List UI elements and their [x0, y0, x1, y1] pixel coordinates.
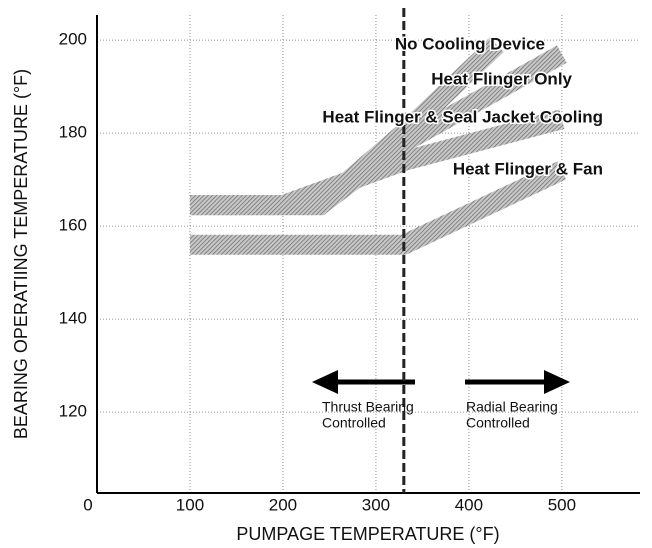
- band: [189, 109, 565, 216]
- y-tick-label: 200: [59, 30, 87, 49]
- y-tick-label: 140: [59, 309, 87, 328]
- y-tick-label: 160: [59, 216, 87, 235]
- left-arrow: [312, 370, 415, 394]
- x-tick-label: 0: [83, 495, 92, 514]
- annotation: Controlled: [322, 415, 386, 431]
- right-arrow: [465, 370, 570, 394]
- x-tick-label: 500: [548, 495, 576, 514]
- band-label: No Cooling Device: [395, 34, 545, 53]
- y-tick-label: 120: [59, 402, 87, 421]
- band-label: Heat Flinger & Fan: [453, 159, 603, 178]
- y-axis-title: BEARING OPERATIING TEMPERATURE (°F): [11, 69, 31, 439]
- x-tick-label: 200: [269, 495, 297, 514]
- annotation: Controlled: [466, 415, 530, 431]
- x-axis-title: PUMPAGE TEMPERATURE (°F): [236, 524, 499, 544]
- x-tick-label: 300: [362, 495, 390, 514]
- band-label: Heat Flinger & Seal Jacket Cooling: [322, 107, 603, 126]
- x-tick-label: 100: [176, 495, 204, 514]
- annotation: Thrust Bearing: [322, 399, 414, 415]
- x-tick-label: 400: [455, 495, 483, 514]
- annotation: Radial Bearing: [466, 399, 558, 415]
- band-label: Heat Flinger Only: [431, 69, 572, 88]
- y-tick-label: 180: [59, 123, 87, 142]
